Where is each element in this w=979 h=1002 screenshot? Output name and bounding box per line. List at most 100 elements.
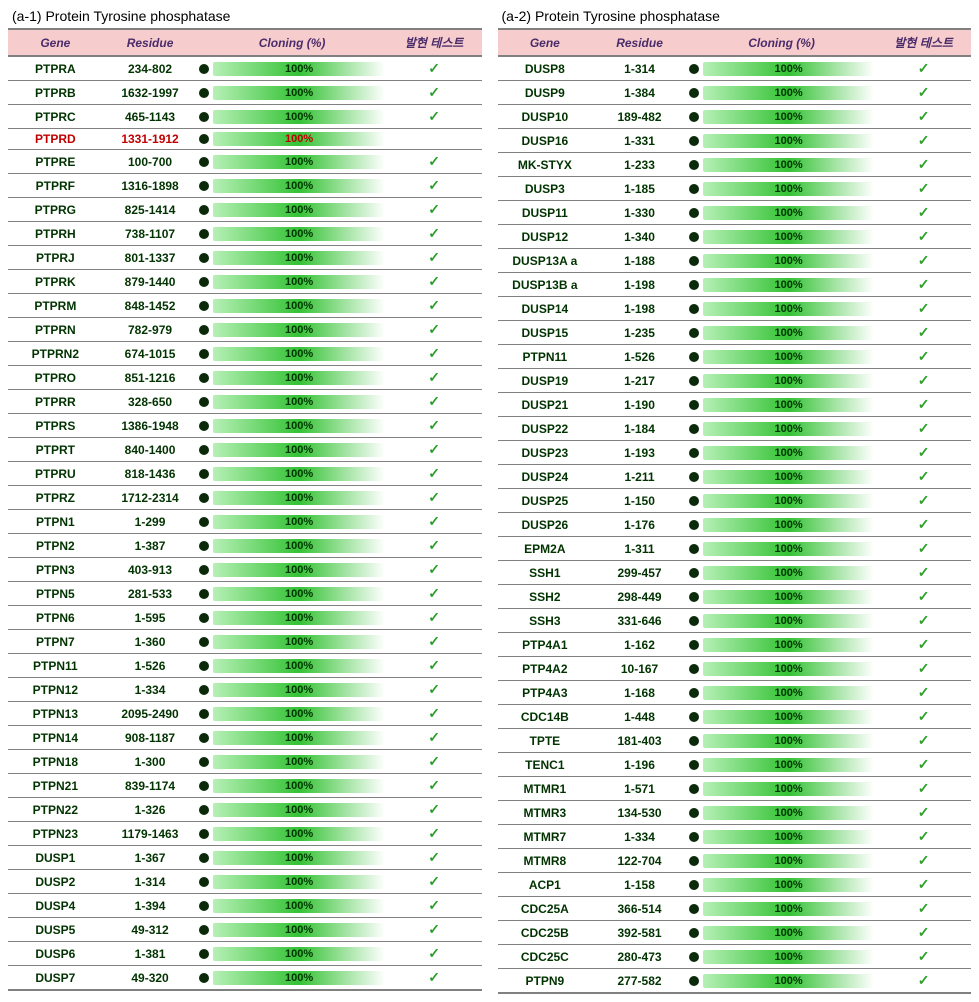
table-row: DUSP221-184100%✓ [498, 417, 972, 441]
gene-cell: PTPRO [8, 366, 103, 390]
check-cell: ✓ [387, 390, 482, 414]
table-row: PTPRT840-1400100%✓ [8, 438, 482, 462]
cloning-cell: 100% [197, 150, 386, 174]
cloning-cell: 100% [197, 438, 386, 462]
progress-label: 100% [775, 351, 803, 363]
progress-label: 100% [775, 63, 803, 75]
check-cell: ✓ [876, 177, 971, 201]
cloning-cell: 100% [687, 249, 876, 273]
table-row: MTMR3134-530100%✓ [498, 801, 972, 825]
residue-cell: 122-704 [592, 849, 687, 873]
progress-label: 100% [775, 975, 803, 987]
gene-cell: PTPRE [8, 150, 103, 174]
table-row: PTPRB1632-1997100%✓ [8, 81, 482, 105]
check-icon: ✓ [918, 684, 930, 700]
check-icon: ✓ [918, 204, 930, 220]
residue-cell: 181-403 [592, 729, 687, 753]
progress-label: 100% [775, 783, 803, 795]
progress-dot-icon [199, 541, 209, 551]
progress-dot-icon [689, 328, 699, 338]
check-cell: ✓ [387, 198, 482, 222]
check-icon: ✓ [428, 225, 440, 241]
table-row: PTPRM848-1452100%✓ [8, 294, 482, 318]
progress-label: 100% [775, 159, 803, 171]
cloning-cell: 100% [197, 630, 386, 654]
check-cell: ✓ [876, 801, 971, 825]
header-gene: Gene [8, 29, 103, 56]
residue-cell: 1316-1898 [103, 174, 198, 198]
progress-dot-icon [689, 424, 699, 434]
check-icon: ✓ [428, 873, 440, 889]
panel-left: (a-1) Protein Tyrosine phosphatase Gene … [8, 8, 482, 994]
progress-bar: 100% [703, 182, 874, 196]
cloning-cell: 100% [687, 777, 876, 801]
progress-bar: 100% [213, 515, 384, 529]
progress-dot-icon [689, 688, 699, 698]
panel-left-title: (a-1) Protein Tyrosine phosphatase [12, 8, 482, 24]
progress-label: 100% [775, 495, 803, 507]
check-cell: ✓ [876, 849, 971, 873]
residue-cell: 839-1174 [103, 774, 198, 798]
residue-cell: 1-311 [592, 537, 687, 561]
cloning-cell: 100% [687, 297, 876, 321]
gene-cell: PTPN22 [8, 798, 103, 822]
gene-cell: DUSP10 [498, 105, 593, 129]
check-cell: ✓ [387, 774, 482, 798]
check-icon: ✓ [428, 801, 440, 817]
progress-label: 100% [285, 444, 313, 456]
progress-dot-icon [689, 88, 699, 98]
residue-cell: 281-533 [103, 582, 198, 606]
cloning-cell: 100% [197, 798, 386, 822]
table-row: PTPRC465-1143100%✓ [8, 105, 482, 129]
table-row: DUSP231-193100%✓ [498, 441, 972, 465]
table-row: PTPN111-526100%✓ [8, 654, 482, 678]
check-cell: ✓ [387, 894, 482, 918]
residue-cell: 465-1143 [103, 105, 198, 129]
residue-cell: 1-176 [592, 513, 687, 537]
cloning-cell: 100% [197, 198, 386, 222]
check-icon: ✓ [918, 444, 930, 460]
cloning-cell: 100% [687, 345, 876, 369]
gene-cell: PTPRS [8, 414, 103, 438]
table-row: PTPRZ1712-2314100%✓ [8, 486, 482, 510]
gene-cell: PTPRU [8, 462, 103, 486]
table-row: PTPN9277-582100%✓ [498, 969, 972, 994]
progress-bar: 100% [703, 110, 874, 124]
progress-dot-icon [199, 901, 209, 911]
check-icon: ✓ [428, 657, 440, 673]
residue-cell: 366-514 [592, 897, 687, 921]
progress-label: 100% [285, 396, 313, 408]
progress-dot-icon [689, 976, 699, 986]
progress-bar: 100% [703, 518, 874, 532]
cloning-cell: 100% [197, 966, 386, 991]
progress-label: 100% [285, 708, 313, 720]
gene-cell: PTPN14 [8, 726, 103, 750]
progress-label: 100% [285, 612, 313, 624]
gene-cell: DUSP9 [498, 81, 593, 105]
cloning-cell: 100% [197, 174, 386, 198]
table-row: DUSP31-185100%✓ [498, 177, 972, 201]
progress-bar: 100% [703, 542, 874, 556]
cloning-cell: 100% [197, 726, 386, 750]
progress-label: 100% [775, 543, 803, 555]
cloning-cell: 100% [687, 921, 876, 945]
check-icon: ✓ [918, 900, 930, 916]
check-icon: ✓ [918, 348, 930, 364]
cloning-cell: 100% [687, 585, 876, 609]
residue-cell: 1-526 [103, 654, 198, 678]
progress-label: 100% [775, 759, 803, 771]
residue-cell: 2095-2490 [103, 702, 198, 726]
progress-dot-icon [199, 829, 209, 839]
gene-cell: DUSP6 [8, 942, 103, 966]
check-icon: ✓ [428, 201, 440, 217]
residue-cell: 1-162 [592, 633, 687, 657]
cloning-cell: 100% [197, 918, 386, 942]
progress-label: 100% [775, 423, 803, 435]
gene-cell: PTPN18 [8, 750, 103, 774]
check-icon: ✓ [428, 177, 440, 193]
gene-cell: PTPRD [8, 129, 103, 150]
check-icon: ✓ [918, 660, 930, 676]
residue-cell: 1712-2314 [103, 486, 198, 510]
header-residue: Residue [592, 29, 687, 56]
progress-label: 100% [285, 588, 313, 600]
